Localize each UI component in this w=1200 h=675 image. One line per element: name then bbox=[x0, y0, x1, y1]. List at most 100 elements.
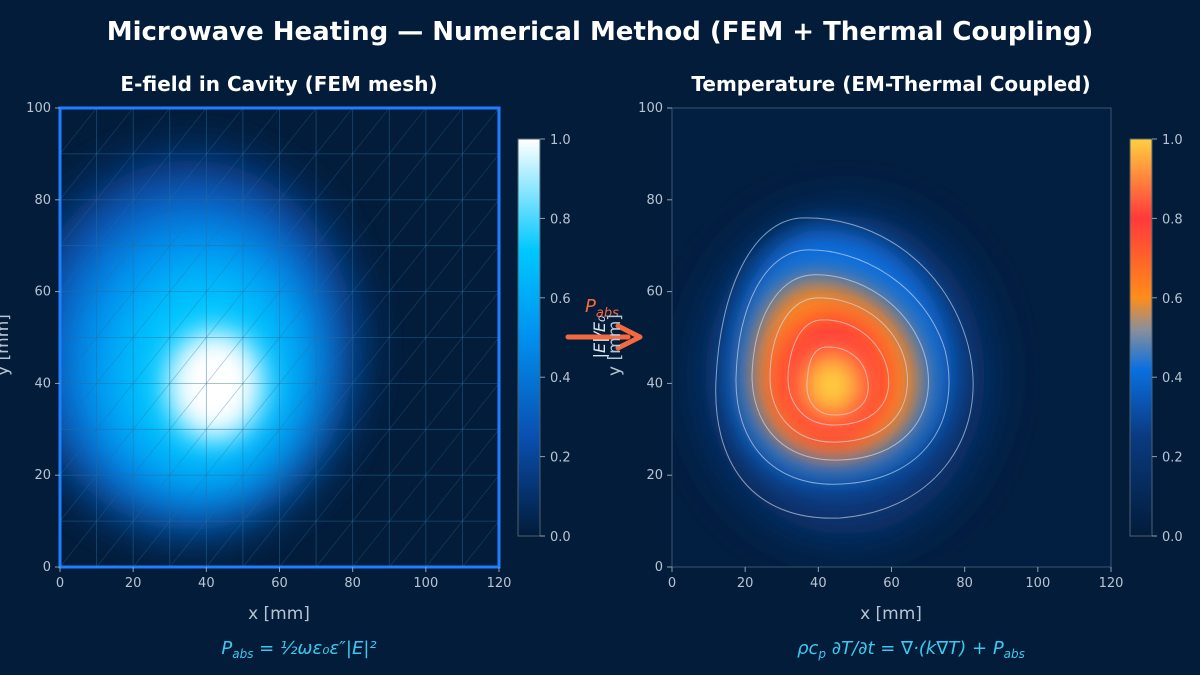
efield-hotspot bbox=[167, 330, 263, 440]
y-tick-label: 20 bbox=[646, 468, 663, 483]
temperature-xlabel: x [mm] bbox=[860, 604, 922, 624]
mesh-diagonal bbox=[425, 520, 463, 567]
mesh-diagonal bbox=[96, 245, 134, 292]
mesh-diagonal bbox=[242, 245, 280, 292]
temperature-ylabel: y [mm] bbox=[605, 314, 625, 376]
mesh-diagonal bbox=[60, 337, 97, 384]
y-tick-label: 60 bbox=[34, 285, 51, 300]
colorbar-tick-label: 1.0 bbox=[1162, 133, 1183, 148]
mesh-diagonal bbox=[60, 520, 97, 567]
x-tick-label: 20 bbox=[737, 576, 754, 591]
colorbar-tick-label: 0.6 bbox=[1162, 292, 1183, 307]
y-tick-label: 80 bbox=[34, 193, 51, 208]
mesh-diagonal bbox=[388, 337, 427, 384]
efield-panel: E-field in Cavity (FEM mesh) 0 20 40 60 80 10… bbox=[0, 72, 609, 661]
mesh-diagonal bbox=[169, 199, 207, 246]
mesh-diagonal bbox=[96, 199, 134, 246]
mesh-diagonal bbox=[96, 520, 134, 567]
mesh-diagonal bbox=[279, 337, 317, 384]
mesh-diagonal bbox=[462, 153, 499, 201]
efield-colorbar-ticks: 0.0 0.2 0.4 0.6 0.8 1.0 bbox=[540, 133, 571, 545]
mesh-diagonal bbox=[462, 108, 499, 155]
mesh-diagonal bbox=[388, 474, 427, 522]
mesh-diagonal bbox=[352, 474, 390, 522]
mesh-diagonal bbox=[206, 245, 244, 292]
mesh-diagonal bbox=[279, 199, 317, 246]
mesh-diagonal bbox=[425, 429, 463, 476]
mesh-diagonal bbox=[242, 383, 280, 430]
mesh-diagonal bbox=[279, 429, 317, 476]
mesh-diagonal bbox=[206, 383, 244, 430]
mesh-diagonal bbox=[462, 429, 499, 476]
mesh-diagonal bbox=[132, 245, 171, 292]
mesh-diagonal bbox=[60, 108, 97, 155]
y-tick-label: 20 bbox=[34, 468, 51, 483]
mesh-diagonal bbox=[425, 474, 463, 522]
mesh-diagonal bbox=[242, 429, 280, 476]
mesh-diagonal bbox=[242, 108, 280, 155]
mesh-diagonal bbox=[462, 291, 499, 338]
mesh-diagonal bbox=[132, 429, 171, 476]
temperature-hotspot bbox=[802, 353, 862, 417]
mesh-diagonal bbox=[169, 291, 207, 338]
mesh-diagonal bbox=[132, 520, 171, 567]
contour-line bbox=[769, 297, 908, 443]
contour-line bbox=[715, 217, 974, 519]
mesh-diagonal bbox=[279, 153, 317, 201]
efield-title: E-field in Cavity (FEM mesh) bbox=[120, 72, 437, 96]
x-tick-label: 60 bbox=[883, 576, 900, 591]
mesh-diagonal bbox=[315, 245, 353, 292]
mesh-diagonal bbox=[388, 383, 427, 430]
mesh-diagonal bbox=[96, 383, 134, 430]
efield-xlabel: x [mm] bbox=[248, 604, 310, 624]
mesh-diagonal bbox=[315, 153, 353, 201]
mesh-diagonal bbox=[425, 199, 463, 246]
coupling-arrow: Pabs bbox=[565, 296, 643, 351]
mesh-diagonal bbox=[132, 108, 171, 155]
contour-line bbox=[806, 346, 869, 416]
mesh-diagonal bbox=[315, 429, 353, 476]
mesh-diagonal bbox=[425, 245, 463, 292]
mesh-diagonal bbox=[96, 429, 134, 476]
mesh-diagonal bbox=[352, 520, 390, 567]
colorbar-tick-label: 0.8 bbox=[1162, 212, 1183, 227]
mesh-diagonal bbox=[169, 337, 207, 384]
mesh-diagonal bbox=[206, 291, 244, 338]
mesh-diagonal bbox=[132, 291, 171, 338]
mesh-diagonal bbox=[279, 291, 317, 338]
mesh-diagonal bbox=[279, 474, 317, 522]
mesh-diagonal bbox=[388, 429, 427, 476]
mesh-diagonal bbox=[60, 474, 97, 522]
mesh-diagonal bbox=[132, 153, 171, 201]
x-tick-label: 0 bbox=[668, 576, 676, 591]
mesh-diagonal bbox=[462, 383, 499, 430]
y-tick-label: 0 bbox=[655, 560, 663, 575]
mesh-diagonal bbox=[206, 108, 244, 155]
mesh-diagonal bbox=[96, 108, 134, 155]
y-tick-label: 40 bbox=[34, 376, 51, 391]
mesh-diagonal bbox=[242, 199, 280, 246]
colorbar-tick-label: 1.0 bbox=[550, 133, 571, 148]
mesh-diagonal bbox=[132, 383, 171, 430]
mesh-diagonal bbox=[206, 429, 244, 476]
temperature-colorbar bbox=[1129, 138, 1153, 537]
mesh-diagonal bbox=[315, 108, 353, 155]
colorbar-tick-label: 0.4 bbox=[550, 371, 571, 386]
mesh-diagonal bbox=[425, 337, 463, 384]
x-tick-label: 100 bbox=[1025, 576, 1050, 591]
mesh-diagonal bbox=[388, 245, 427, 292]
mesh-diagonal bbox=[425, 153, 463, 201]
temperature-title: Temperature (EM-Thermal Coupled) bbox=[691, 72, 1090, 96]
temperature-heatmap bbox=[705, 215, 985, 535]
mesh-diagonal bbox=[60, 153, 97, 201]
fem-mesh bbox=[60, 108, 499, 567]
mesh-diagonal bbox=[96, 337, 134, 384]
mesh-diagonal bbox=[425, 108, 463, 155]
colorbar-tick-label: 0.8 bbox=[550, 212, 571, 227]
mesh-diagonal bbox=[315, 199, 353, 246]
mesh-diagonal bbox=[132, 199, 171, 246]
mesh-diagonal bbox=[388, 108, 427, 155]
temperature-equation: ρcp ∂T/∂t = ∇·(k∇T) + Pabs bbox=[797, 638, 1025, 661]
mesh-diagonal bbox=[388, 520, 427, 567]
